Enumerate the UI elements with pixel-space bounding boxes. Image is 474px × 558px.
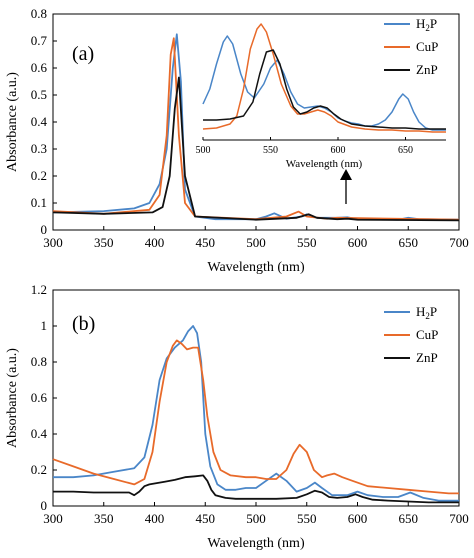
y-tick-label: 0	[41, 498, 48, 513]
x-tick-label: 700	[449, 511, 469, 526]
x-tick-label: 350	[94, 511, 114, 526]
x-tick-label: 550	[297, 235, 317, 250]
legend-label-cup: CuP	[416, 39, 438, 54]
x-tick-label: 600	[348, 235, 368, 250]
x-axis-title: Wavelength (nm)	[207, 260, 305, 275]
y-tick-label: 0	[41, 222, 48, 237]
chart-panel-b: 300 350 400 450 500 550 600 650 700 0 0.2 0.4 0.6 0.8…	[5, 282, 469, 551]
inset-series-line-cup	[202, 23, 446, 133]
x-tick-label: 600	[348, 511, 368, 526]
y-tick-label: 0.8	[31, 6, 47, 21]
x-tick-label: 300	[43, 235, 63, 250]
x-tick-label: 650	[399, 235, 419, 250]
series-line-cup	[52, 37, 460, 221]
x-tick-label: 650	[399, 511, 419, 526]
x-tick-label: 550	[297, 511, 317, 526]
inset-chart: 500 550 600 650 Wavelength (nm)	[196, 23, 446, 170]
inset-x-tick-label: 600	[331, 145, 346, 156]
inset-series-line-znp	[203, 49, 446, 130]
inset-x-tick-label: 650	[398, 145, 413, 156]
y-tick-label: 0.4	[31, 114, 48, 129]
y-tick-label: 0.6	[31, 390, 48, 405]
plot-frame	[52, 289, 460, 507]
y-tick-label: 0.4	[31, 426, 48, 441]
x-axis-title: Wavelength (nm)	[207, 536, 305, 551]
y-tick-label: 0.2	[31, 462, 47, 477]
x-tick-label: 450	[196, 235, 216, 250]
panel-label: (b)	[72, 313, 95, 335]
x-tick-label: 350	[94, 235, 114, 250]
series-line-h2p	[52, 33, 460, 221]
x-tick-label: 500	[246, 235, 266, 250]
series-line-znp	[52, 76, 460, 222]
y-tick-label: 0.1	[31, 195, 47, 210]
y-tick-label: 0.3	[31, 141, 47, 156]
y-tick-label: 1	[41, 318, 48, 333]
legend-label-h2p: H2P	[416, 304, 437, 321]
series-line-znp	[53, 474, 459, 504]
inset-pointer-arrow-head	[340, 169, 352, 180]
x-tick-label: 450	[196, 511, 216, 526]
x-tick-label: 400	[145, 511, 165, 526]
y-tick-label: 0.6	[31, 60, 48, 75]
x-tick-label: 700	[449, 235, 469, 250]
y-tick-label: 1.2	[31, 282, 47, 297]
inset-x-tick-label: 500	[196, 145, 211, 156]
y-tick-label: 0.7	[31, 33, 48, 48]
x-tick-label: 400	[145, 235, 165, 250]
chart-panel-a: 300 350 400 450 500 550 600 650 700 0 0.1 0.2 0.3 0.4…	[5, 6, 469, 275]
legend-label-cup: CuP	[416, 327, 438, 342]
x-tick-label: 300	[43, 511, 63, 526]
panel-label: (a)	[72, 43, 94, 65]
y-tick-label: 0.2	[31, 168, 47, 183]
series-line-cup	[52, 339, 459, 495]
y-tick-label: 0.8	[31, 354, 47, 369]
legend-label-znp: ZnP	[416, 62, 438, 77]
inset-series-line-h2p	[202, 35, 446, 131]
y-axis-title: Absorbance (a.u.)	[5, 72, 20, 172]
inset-x-tick-label: 550	[263, 145, 278, 156]
series-line-h2p	[53, 325, 459, 502]
y-axis-title: Absorbance (a.u.)	[5, 348, 20, 448]
x-tick-label: 500	[246, 511, 266, 526]
inset-x-axis-title: Wavelength (nm)	[286, 158, 363, 170]
legend-label-znp: ZnP	[416, 350, 438, 365]
legend-label-h2p: H2P	[416, 16, 437, 33]
y-tick-label: 0.5	[31, 87, 47, 102]
